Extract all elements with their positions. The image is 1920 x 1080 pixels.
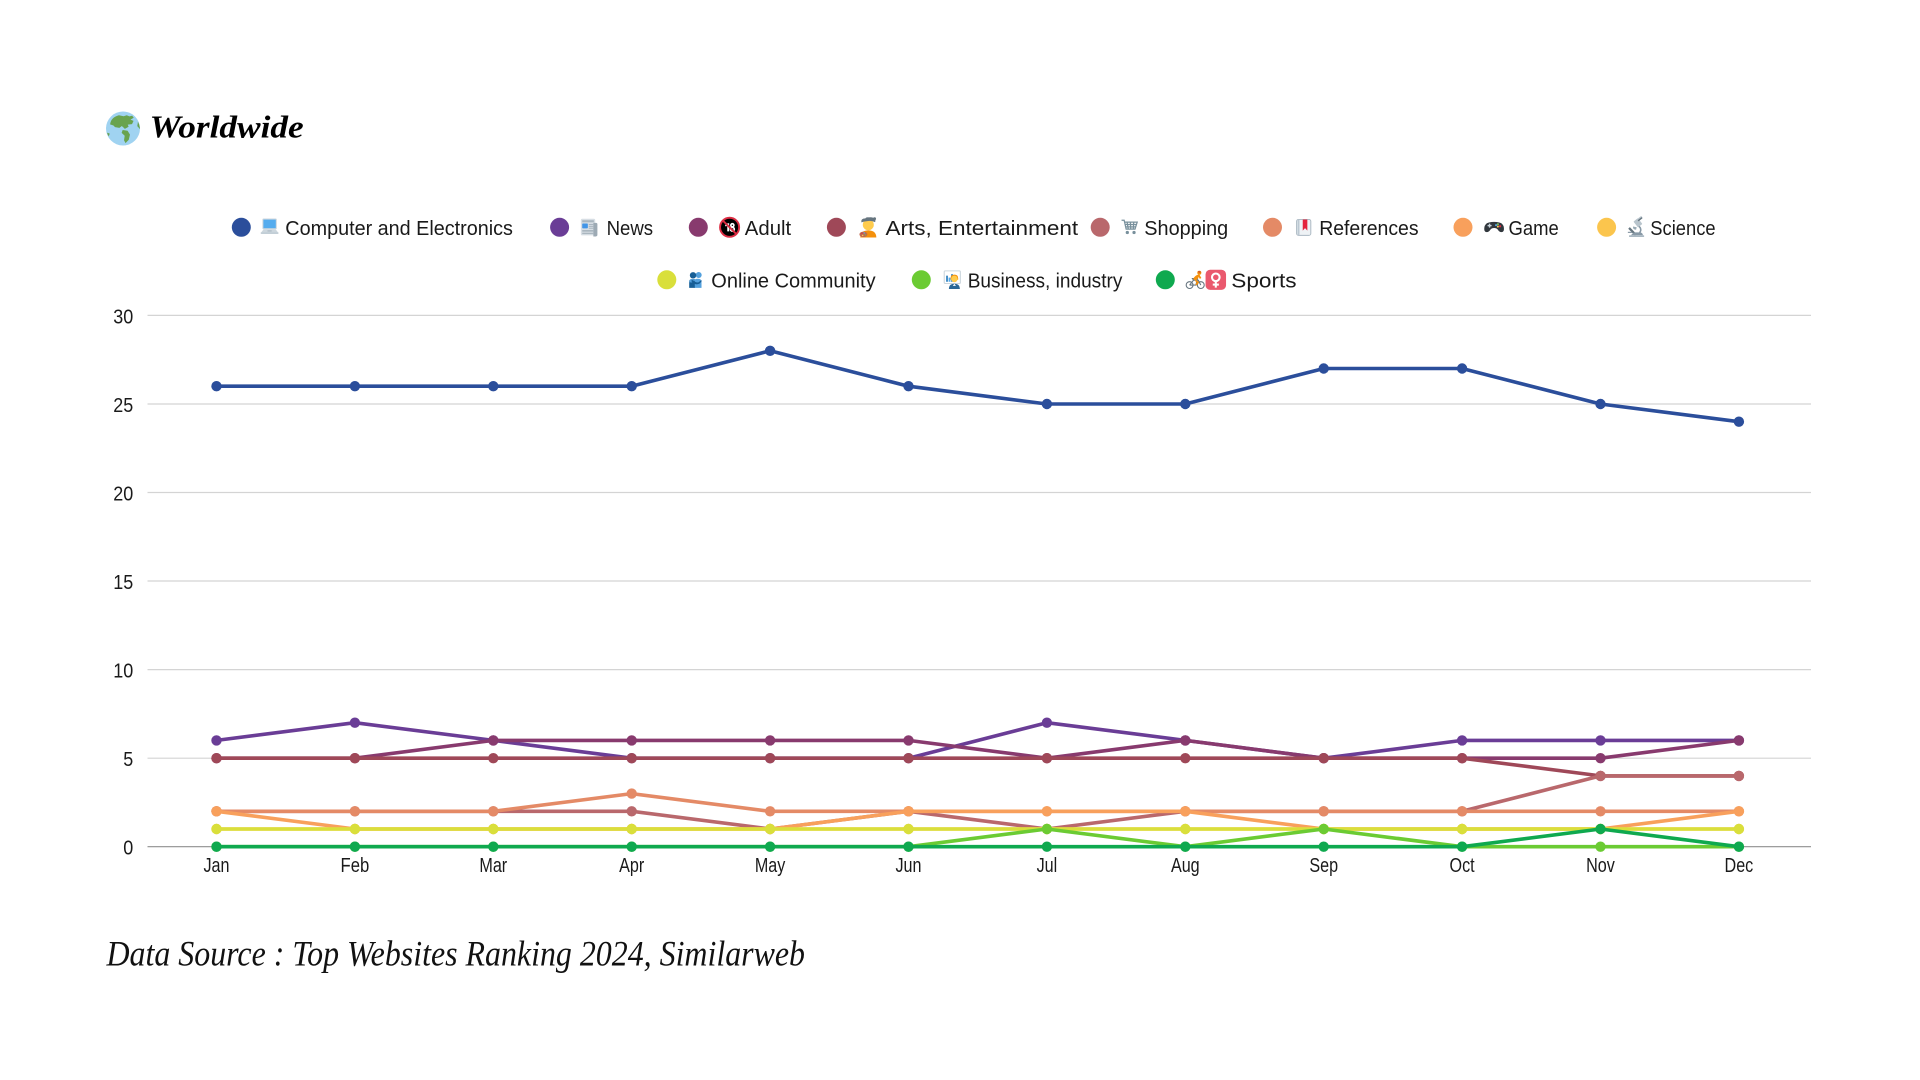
- svg-text:Mar: Mar: [479, 855, 507, 877]
- svg-text:Computer and Electronics: Computer and Electronics: [285, 218, 513, 240]
- svg-text:20: 20: [113, 482, 133, 505]
- svg-text:Dec: Dec: [1725, 855, 1754, 877]
- svg-text:Online Community: Online Community: [711, 271, 876, 293]
- svg-text:Jun: Jun: [896, 855, 922, 877]
- svg-text:Sep: Sep: [1309, 855, 1338, 877]
- svg-text:0: 0: [123, 837, 133, 860]
- svg-text:Game: Game: [1509, 218, 1559, 240]
- svg-text:References: References: [1319, 218, 1418, 240]
- svg-text:Sports: Sports: [1231, 271, 1296, 293]
- svg-text:Shopping: Shopping: [1144, 218, 1228, 240]
- svg-text:Feb: Feb: [341, 855, 370, 877]
- svg-text:Worldwide: Worldwide: [150, 109, 304, 144]
- svg-text:25: 25: [113, 394, 133, 417]
- svg-text:Arts, Entertainment: Arts, Entertainment: [886, 218, 1079, 240]
- svg-text:Adult: Adult: [745, 218, 792, 240]
- svg-text:May: May: [755, 855, 786, 877]
- svg-text:News: News: [607, 218, 654, 240]
- svg-text:5: 5: [123, 748, 133, 771]
- svg-text:15: 15: [113, 571, 133, 594]
- svg-text:Science: Science: [1650, 218, 1715, 240]
- svg-text:Nov: Nov: [1586, 855, 1615, 877]
- svg-text:Business, industry: Business, industry: [968, 271, 1124, 293]
- svg-text:10: 10: [113, 660, 133, 683]
- svg-text:Data Source : Top Websites Ran: Data Source : Top Websites Ranking 2024,…: [106, 933, 805, 973]
- svg-text:30: 30: [113, 305, 133, 328]
- svg-text:Jul: Jul: [1037, 855, 1058, 877]
- svg-text:Jan: Jan: [204, 855, 230, 877]
- svg-text:Oct: Oct: [1450, 855, 1475, 877]
- svg-text:Aug: Aug: [1171, 855, 1200, 877]
- svg-text:Apr: Apr: [619, 855, 644, 877]
